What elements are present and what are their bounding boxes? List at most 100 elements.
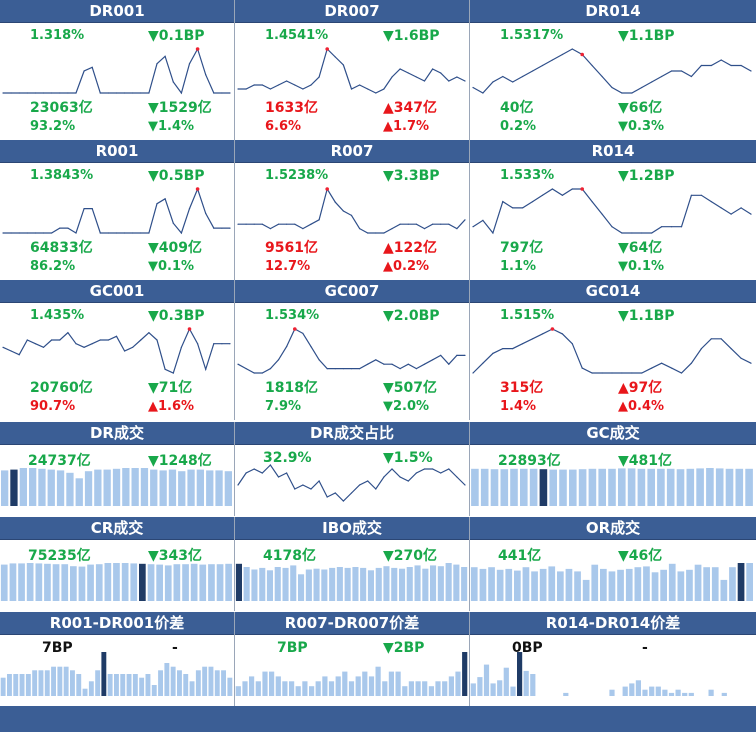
ibo-bar-29 (461, 567, 468, 601)
r001-point-22 (180, 232, 182, 234)
r014-point-8 (551, 188, 553, 190)
dr-bar-15 (140, 468, 149, 506)
dr-bar-0 (1, 470, 9, 506)
gc014-point-12 (591, 372, 593, 374)
dr007-point-26 (448, 80, 450, 82)
gc001-point-19 (156, 339, 158, 341)
r014-point-24 (710, 201, 712, 203)
r014-point-10 (571, 188, 573, 190)
dr-bar-18 (168, 469, 177, 506)
dr001-line-chart (2, 47, 231, 95)
r014-point-20 (671, 226, 673, 228)
dr014-point-22 (690, 75, 692, 78)
gc014-point-13 (601, 372, 603, 374)
gc014-point-23 (700, 348, 702, 350)
dr007-point-19 (391, 76, 393, 78)
dr-point-28 (464, 484, 466, 486)
dr-point-4 (269, 464, 271, 466)
gc007-point-20 (399, 368, 401, 370)
r001-dr001-bar-33 (208, 666, 214, 696)
cr-value: 75235亿 (28, 548, 91, 564)
r014-point-3 (502, 201, 504, 203)
dr014-point-16 (631, 92, 633, 94)
gc007-point-4 (269, 368, 271, 370)
gc-bar-18 (647, 468, 655, 506)
dr014-line-chart (472, 48, 752, 94)
gc007-line-chart (237, 327, 466, 374)
dr-point-23 (423, 468, 426, 470)
gc-bar-0 (471, 468, 479, 506)
r007-dr007-bar-19 (362, 671, 368, 696)
gc014-point-21 (680, 372, 683, 374)
r007-dr007-bar-28 (422, 681, 428, 696)
or-bar-6 (522, 567, 530, 601)
or-bar-20 (643, 566, 650, 601)
gc007-point-0 (237, 363, 239, 365)
r001-dr001-bar-2 (13, 674, 19, 696)
r001-dr001-bar-30 (189, 681, 195, 696)
dr001-series-line (3, 47, 230, 95)
r007-point-20 (399, 223, 401, 225)
r014-dr014-bar-33 (688, 692, 694, 696)
r001-dr001-bar-25 (158, 670, 163, 696)
dr007-point-6 (286, 80, 288, 82)
dr014-point-5 (522, 75, 524, 78)
r014-dr014-bar-26 (642, 689, 648, 696)
gc007-point-6 (286, 346, 288, 348)
dr001-point-6 (51, 92, 53, 94)
gc-bar-23 (696, 468, 704, 506)
r014-point-15 (621, 232, 623, 234)
gc014-volume-change: ▲97亿 (618, 380, 663, 396)
r007-dr007-bar-30 (435, 681, 441, 696)
gc-bar-2 (490, 469, 499, 506)
panel-ibo-4: IBO成交 4178亿 ▼270亿 (235, 517, 470, 611)
dr014-point-11 (580, 52, 584, 57)
r001-point-24 (195, 187, 200, 191)
cr-bar-24 (208, 564, 215, 601)
r007-point-10 (318, 219, 320, 221)
dr001-rate-change: ▼0.1BP (148, 28, 205, 44)
dr-point-0 (237, 484, 239, 486)
r007-dr007-bar-chart (235, 652, 468, 696)
dr007-volume: 1633亿 (265, 100, 318, 116)
dr-point-22 (415, 472, 417, 474)
panel-dr-0: DR成交 24737亿 ▼1248亿 (0, 422, 235, 516)
r001-dr001-bar-31 (195, 670, 201, 696)
r001-dr001-bar-13 (82, 688, 88, 696)
dr-point-6 (286, 472, 288, 474)
r007-dr007-bar-0 (235, 686, 241, 696)
gc-bar-4 (510, 468, 518, 506)
r001-dr001-value: 7BP (42, 640, 73, 656)
r001-point-14 (115, 232, 118, 234)
dr-bar-4 (38, 468, 46, 506)
gc-bar-26 (725, 468, 734, 506)
r007-point-27 (456, 228, 458, 230)
r001-dr001-bar-16 (101, 652, 107, 696)
cr-title: CR成交 (0, 517, 234, 540)
gc014-point-28 (750, 362, 752, 364)
r001-point-4 (34, 232, 37, 234)
ibo-bar-6 (282, 567, 289, 601)
r014-volume: 797亿 (500, 240, 544, 256)
dr001-point-27 (221, 92, 223, 94)
gc-bar-7 (539, 469, 548, 506)
dr-bar-1 (10, 469, 18, 506)
ibo-bar-23 (414, 565, 421, 601)
r014-point-12 (591, 201, 593, 203)
r007-dr007-bar-2 (249, 676, 255, 696)
r007-point-19 (391, 228, 393, 230)
dr-series-line (237, 464, 466, 502)
dr-point-1 (245, 472, 247, 474)
dr014-point-10 (571, 48, 573, 50)
dr007-title: DR007 (235, 0, 469, 23)
dr-line-chart (237, 464, 466, 502)
dr007-point-11 (325, 47, 329, 51)
r007-point-4 (269, 228, 271, 230)
dr014-point-27 (740, 64, 742, 67)
cr-bar-22 (190, 563, 198, 601)
ibo-bar-10 (313, 568, 320, 601)
cr-bar-14 (121, 563, 129, 601)
cr-bar-18 (156, 564, 163, 601)
r001-point-18 (148, 232, 150, 234)
gc001-point-1 (10, 350, 12, 352)
